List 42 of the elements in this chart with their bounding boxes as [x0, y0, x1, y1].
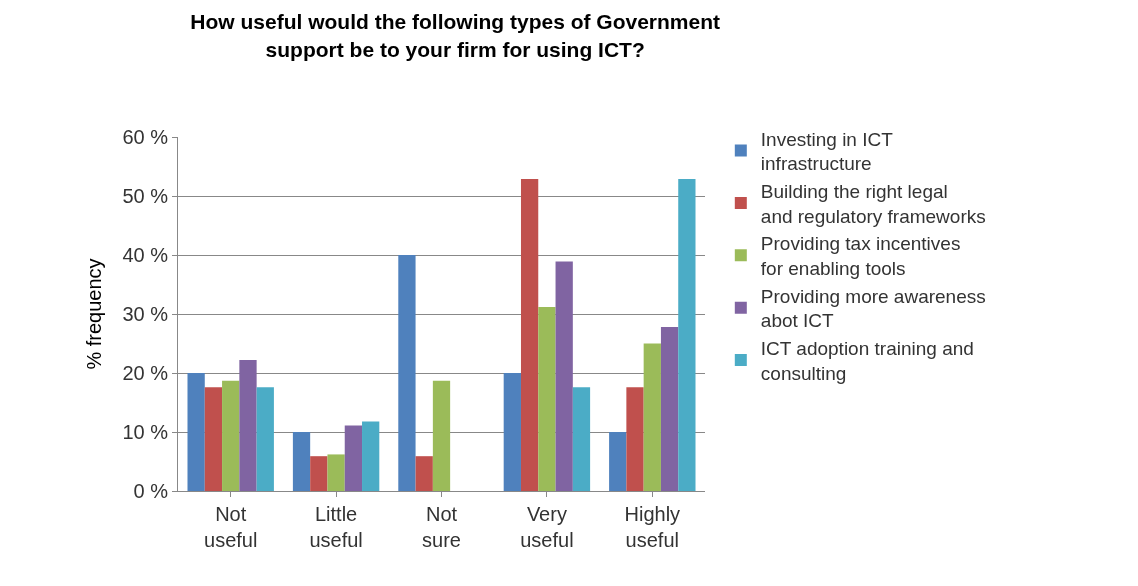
bar: [555, 261, 573, 491]
x-tick-label: Very useful: [520, 503, 574, 551]
bar: [292, 432, 311, 491]
legend-label: Providing more awareness abot ICT: [760, 285, 986, 332]
bar: [256, 387, 274, 491]
bar: [520, 178, 539, 491]
bar: [626, 387, 644, 491]
y-tick-label: 60 %: [122, 126, 169, 148]
y-tick-label: 50 %: [122, 185, 169, 207]
x-tick-label: Not useful: [204, 503, 258, 551]
bar: [310, 456, 328, 491]
y-tick-label: 40 %: [122, 244, 169, 266]
bar: [187, 373, 205, 491]
bar: [538, 306, 556, 491]
y-tick-label: 10 %: [122, 421, 169, 443]
bar: [503, 373, 521, 491]
bar: [415, 456, 433, 491]
legend-label: Investing in ICT infrastructure: [760, 128, 894, 175]
bar: [572, 387, 591, 491]
bar: [362, 421, 380, 491]
bar: [432, 380, 451, 491]
bar: [678, 178, 696, 491]
bar: [344, 425, 363, 491]
chart-title: How useful would the following types of Government support be to your firm for using ICT?: [190, 10, 721, 61]
bar: [398, 255, 416, 491]
x-tick-label: Highly useful: [624, 503, 681, 551]
y-tick-label: 30 %: [122, 303, 169, 325]
bar: [204, 387, 223, 491]
bar: [609, 432, 627, 491]
bar: [239, 360, 257, 491]
x-tick-label: Little useful: [309, 503, 363, 551]
legend-label: Building the right legal and regulatory frameworks: [760, 180, 986, 227]
y-tick-label: 20 %: [122, 362, 169, 384]
bar: [222, 380, 240, 491]
bar: [660, 326, 679, 491]
bar: [643, 343, 661, 491]
x-tick-label: Not sure: [422, 503, 461, 551]
legend-label: Providing tax incentives for enabling tools: [760, 233, 961, 280]
bar: [327, 454, 345, 491]
y-tick-label: 0 %: [133, 480, 169, 502]
y-axis-title: % frequency: [82, 258, 105, 370]
legend-label: ICT adoption training and consulting: [760, 338, 974, 384]
